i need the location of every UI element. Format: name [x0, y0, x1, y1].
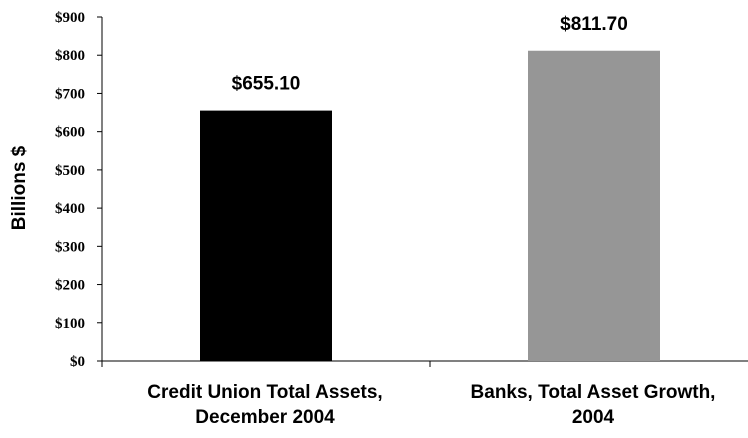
y-tick-label: $200: [55, 278, 85, 294]
y-tick-label: $400: [55, 201, 85, 217]
data-label: $811.70: [560, 14, 628, 35]
x-category-label-line: 2004: [571, 407, 615, 428]
y-tick-label: $500: [55, 163, 85, 179]
y-tick-label: $0: [70, 354, 85, 370]
x-category-label-line: Banks, Total Asset Growth,: [470, 382, 716, 403]
y-axis-ticks: $0 $100 $200 $300 $400 $500 $600 $700 $800 $900: [55, 10, 102, 370]
y-axis-label: Billions $: [9, 145, 30, 230]
y-tick-label: $300: [55, 239, 85, 255]
bar: [528, 50, 660, 362]
x-category-label-line: Credit Union Total Assets,: [147, 382, 383, 403]
y-tick-label: $700: [55, 86, 85, 102]
data-label: $655.10: [232, 74, 301, 95]
y-tick-label: $900: [55, 10, 85, 26]
bars: [200, 50, 660, 362]
y-tick-label: $800: [55, 48, 85, 64]
x-category-label-banks: Banks, Total Asset Growth, 2004: [428, 380, 748, 430]
y-tick-label: $600: [55, 125, 85, 141]
y-tick-label: $100: [55, 316, 85, 332]
data-labels: $655.10 $811.70: [232, 14, 628, 95]
bar: [200, 110, 332, 361]
x-category-label-credit-union: Credit Union Total Assets, December 2004: [100, 380, 430, 430]
x-category-label-line: December 2004: [195, 407, 335, 428]
